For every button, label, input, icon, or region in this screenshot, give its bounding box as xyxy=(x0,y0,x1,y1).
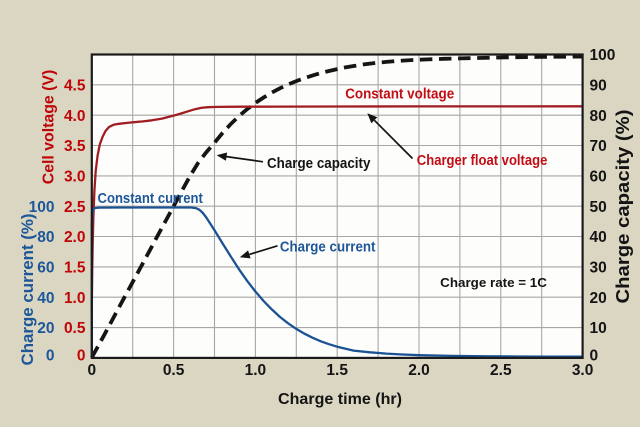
svg-text:3.0: 3.0 xyxy=(64,169,86,186)
svg-text:0.5: 0.5 xyxy=(163,362,185,379)
svg-text:0: 0 xyxy=(87,362,96,379)
svg-text:40: 40 xyxy=(590,229,607,246)
svg-text:60: 60 xyxy=(37,260,54,277)
svg-text:1.5: 1.5 xyxy=(64,260,86,277)
svg-text:20: 20 xyxy=(37,320,54,337)
svg-text:80: 80 xyxy=(37,229,54,246)
svg-text:70: 70 xyxy=(590,138,607,155)
svg-text:Charge time (hr): Charge time (hr) xyxy=(278,391,402,408)
svg-text:0: 0 xyxy=(590,348,599,365)
svg-text:2.0: 2.0 xyxy=(408,362,430,379)
svg-text:Charge current (%): Charge current (%) xyxy=(18,214,37,366)
svg-text:3.5: 3.5 xyxy=(64,138,86,155)
svg-text:1.5: 1.5 xyxy=(326,362,348,379)
svg-text:80: 80 xyxy=(590,108,607,125)
svg-text:40: 40 xyxy=(37,290,54,307)
svg-text:20: 20 xyxy=(590,290,607,307)
svg-text:Constant voltage: Constant voltage xyxy=(345,86,454,102)
svg-text:50: 50 xyxy=(590,199,607,216)
svg-text:0.5: 0.5 xyxy=(64,320,86,337)
svg-text:30: 30 xyxy=(590,260,607,277)
svg-text:100: 100 xyxy=(590,47,616,64)
svg-text:10: 10 xyxy=(590,320,607,337)
svg-text:3.0: 3.0 xyxy=(572,362,594,379)
svg-text:4.5: 4.5 xyxy=(64,77,86,94)
svg-text:60: 60 xyxy=(590,169,607,186)
svg-text:2.5: 2.5 xyxy=(490,362,512,379)
svg-text:0: 0 xyxy=(77,348,86,365)
svg-text:Charger float voltage: Charger float voltage xyxy=(417,153,548,169)
svg-text:Constant current: Constant current xyxy=(98,191,204,207)
svg-text:Charge rate = 1C: Charge rate = 1C xyxy=(440,275,547,290)
svg-text:Cell voltage (V): Cell voltage (V) xyxy=(41,70,58,185)
svg-text:1.0: 1.0 xyxy=(245,362,267,379)
svg-text:Charge capacity (%): Charge capacity (%) xyxy=(613,110,633,304)
svg-text:0: 0 xyxy=(46,348,55,365)
svg-text:4.0: 4.0 xyxy=(64,108,86,125)
svg-text:Charge current: Charge current xyxy=(280,240,376,256)
svg-text:Charge capacity: Charge capacity xyxy=(267,156,370,172)
svg-text:90: 90 xyxy=(590,77,607,94)
svg-text:2.0: 2.0 xyxy=(64,229,86,246)
svg-text:1.0: 1.0 xyxy=(64,290,86,307)
svg-text:2.5: 2.5 xyxy=(64,199,86,216)
svg-text:100: 100 xyxy=(29,199,55,216)
